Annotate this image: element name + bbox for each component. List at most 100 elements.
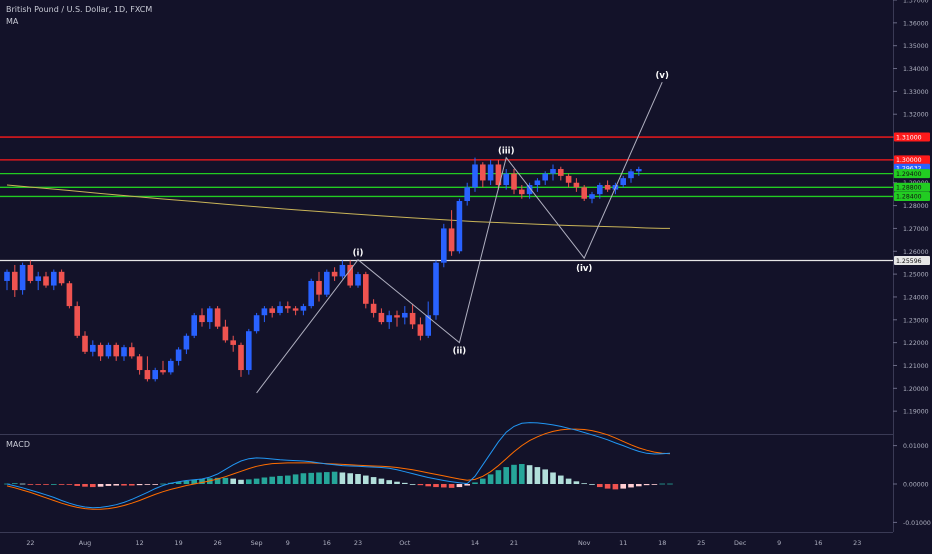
level-tag-label: 1.30000: [896, 157, 922, 164]
macd-legend: MACD: [6, 440, 30, 449]
symbol-title: British Pound / U.S. Dollar, 1D, FXCM: [6, 5, 153, 14]
symbol-legend: British Pound / U.S. Dollar, 1D, FXCM: [6, 5, 152, 14]
candle-body: [464, 187, 470, 202]
candle-body: [370, 303, 377, 313]
candle-body: [191, 315, 197, 336]
macd-histogram-bar: [394, 481, 400, 484]
candle: [269, 306, 275, 318]
time-tick-label: Aug: [79, 539, 91, 547]
candle: [90, 340, 96, 357]
level-tag-label: 1.28400: [896, 194, 922, 201]
time-tick-label: 14: [471, 539, 479, 547]
macd-histogram-bar: [238, 479, 244, 484]
macd-histogram-bar: [495, 470, 502, 484]
time-tick-label: 16: [323, 539, 331, 547]
candle: [51, 269, 57, 291]
macd-histogram-bar: [558, 475, 564, 484]
macd-histogram-bar: [183, 480, 190, 484]
candle-body: [19, 264, 26, 291]
candle-body: [222, 326, 229, 341]
time-tick-label: 23: [853, 539, 861, 547]
time-tick-label: Nov: [578, 539, 591, 547]
candle-body: [253, 315, 260, 332]
candle: [425, 301, 431, 339]
candle: [292, 306, 299, 316]
macd-histogram-bar: [230, 478, 236, 484]
price-tick-label: 1.32000: [903, 112, 929, 119]
ma-legend: MA: [6, 17, 18, 26]
candle-body: [51, 271, 57, 286]
macd-histogram-bar: [441, 484, 447, 488]
candle: [628, 169, 634, 183]
time-tick-label: 16: [814, 539, 822, 547]
candle: [316, 271, 322, 302]
candle: [58, 269, 65, 286]
price-tick-label: 1.25000: [903, 272, 929, 279]
time-tick-label: 19: [175, 539, 183, 547]
candle-body: [152, 370, 158, 380]
level-tag-label: 1.28800: [896, 185, 922, 192]
price-tick-label: 1.27000: [903, 226, 929, 233]
candle-body: [74, 306, 80, 336]
price-tick-label: 1.37000: [903, 0, 929, 5]
candle-body: [292, 308, 299, 311]
macd-histogram-bar: [363, 475, 369, 484]
candle: [277, 301, 283, 316]
candle-body: [503, 173, 509, 186]
price-tick-label: 1.26000: [903, 249, 929, 256]
candle: [285, 301, 291, 313]
candle: [214, 306, 221, 329]
candle-body: [628, 171, 634, 179]
candle: [136, 354, 143, 375]
candle-body: [113, 344, 119, 357]
macd-histogram-bar: [597, 484, 603, 488]
candles: [4, 157, 642, 382]
level-tag-support: [894, 182, 930, 192]
candle: [12, 264, 18, 297]
candle: [597, 182, 603, 199]
candle: [175, 347, 182, 366]
candle-body: [534, 180, 541, 186]
candle-body: [4, 271, 10, 281]
candle-body: [316, 280, 322, 295]
macd-histogram-bar: [90, 484, 96, 488]
macd-histogram-bar: [659, 483, 665, 485]
candle-body: [448, 228, 455, 252]
level-tag-support: [894, 191, 930, 201]
time-tick-label: 26: [214, 539, 222, 547]
macd-histogram-bar: [324, 472, 330, 484]
candle: [511, 169, 517, 195]
price-tick-label: 1.36000: [903, 20, 929, 27]
candle: [207, 306, 213, 329]
candle-body: [12, 271, 18, 291]
macd-histogram-bar: [35, 484, 41, 485]
macd-histogram-bar: [480, 478, 486, 484]
candle: [347, 260, 353, 288]
macd-tick-label: 0.01000: [903, 443, 929, 450]
candle-body: [66, 283, 73, 307]
candle-body: [324, 271, 330, 295]
macd-histogram-bar: [667, 483, 673, 485]
macd-histogram-bar: [604, 484, 611, 489]
candle: [604, 180, 611, 192]
candle: [121, 344, 127, 361]
candle: [105, 342, 112, 359]
candle: [246, 328, 252, 375]
candle-body: [27, 264, 34, 281]
candle: [370, 299, 377, 318]
candle: [355, 271, 361, 288]
candle: [448, 210, 455, 256]
candle: [550, 164, 556, 181]
level-tag-resistance: [894, 155, 930, 165]
candle: [331, 267, 338, 281]
time-tick-label: 11: [619, 539, 627, 547]
candle-body: [199, 315, 205, 323]
candle: [542, 171, 548, 186]
macd-histogram-bar: [378, 478, 385, 484]
candle-body: [604, 185, 611, 190]
candle-body: [425, 315, 431, 336]
price-tick-label: 1.34000: [903, 66, 929, 73]
macd-histogram-bar: [355, 474, 361, 484]
